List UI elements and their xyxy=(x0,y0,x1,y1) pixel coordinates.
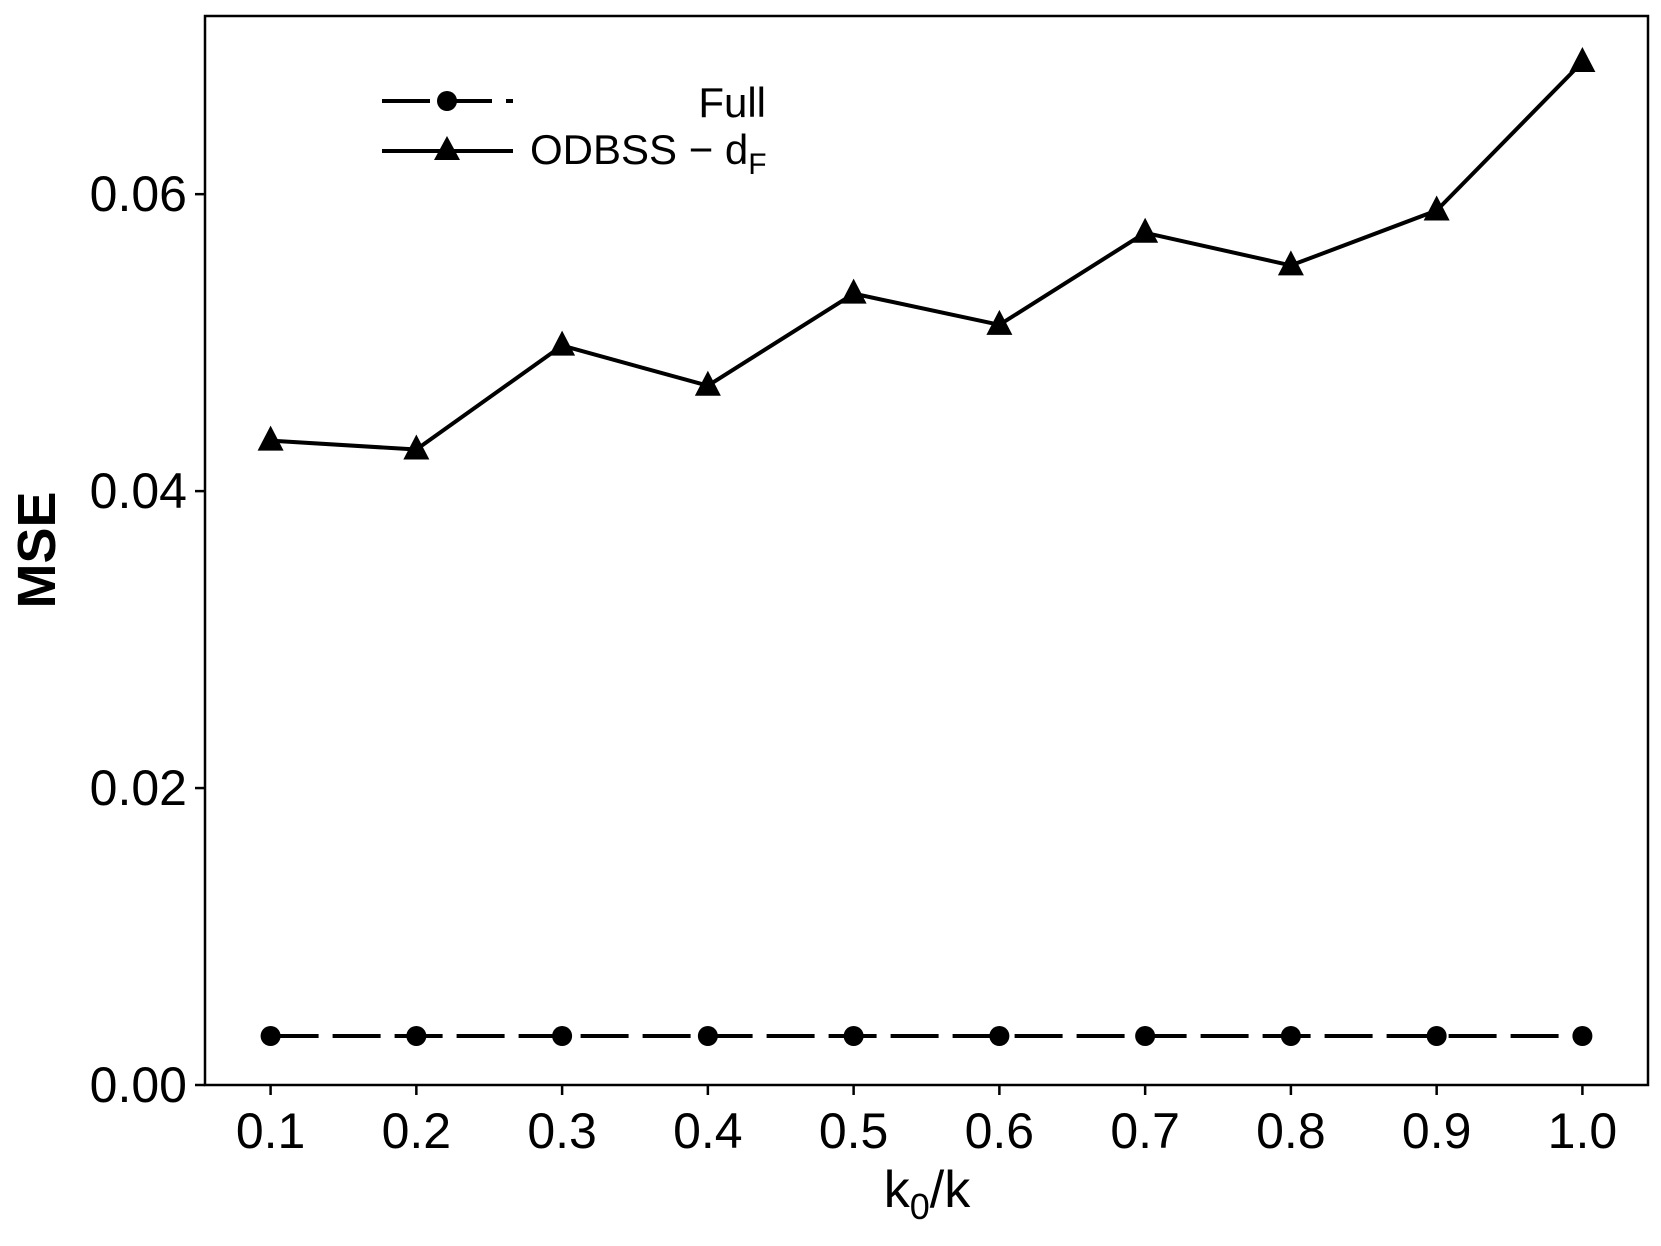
series-layer xyxy=(257,47,1596,1047)
x-tick-label: 0.1 xyxy=(236,1103,306,1159)
data-point-triangle xyxy=(1423,195,1450,221)
data-point-triangle xyxy=(549,330,576,356)
data-point-triangle xyxy=(986,309,1013,335)
data-point-circle xyxy=(1280,1026,1301,1047)
legend: Full ODBSS − dF xyxy=(382,79,767,181)
data-point-circle xyxy=(1135,1026,1156,1047)
data-point-triangle xyxy=(1132,217,1159,243)
y-tick-label: 0.04 xyxy=(90,463,187,519)
x-tick-label: 0.9 xyxy=(1402,1103,1472,1159)
data-point-circle xyxy=(989,1026,1010,1047)
x-axis-title-rest: /k xyxy=(930,1161,971,1219)
legend-item-odbss: ODBSS − dF xyxy=(382,126,767,181)
data-point-circle xyxy=(1426,1026,1447,1047)
data-point-circle xyxy=(260,1026,281,1047)
x-axis-title-k: k xyxy=(884,1161,911,1219)
data-point-circle xyxy=(406,1026,427,1047)
series-line-odbss xyxy=(270,60,1584,452)
x-tick-label: 0.8 xyxy=(1256,1103,1326,1159)
legend-label-odbss-main: ODBSS − d xyxy=(530,126,748,173)
data-point-triangle xyxy=(694,370,721,396)
y-tick-label: 0.02 xyxy=(90,760,187,816)
data-point-circle xyxy=(1572,1026,1593,1047)
x-tick-label: 0.5 xyxy=(819,1103,889,1159)
legend-marker-triangle xyxy=(434,136,460,160)
x-axis-title: k0/k xyxy=(884,1161,971,1227)
data-point-circle xyxy=(552,1026,573,1047)
y-tick-label: 0.06 xyxy=(90,166,187,222)
legend-label-full: Full xyxy=(698,79,766,126)
data-point-circle xyxy=(843,1026,864,1047)
data-point-triangle xyxy=(840,278,867,304)
data-point-circle xyxy=(697,1026,718,1047)
x-tick-label: 0.2 xyxy=(382,1103,452,1159)
data-point-triangle xyxy=(403,434,430,460)
y-tick-label: 0.00 xyxy=(90,1057,187,1113)
plot-panel-border xyxy=(203,14,1650,1087)
legend-label-odbss-subscript: F xyxy=(748,148,766,181)
x-axis-title-subscript: 0 xyxy=(910,1186,930,1227)
data-point-triangle xyxy=(1569,47,1596,73)
y-axis-ticks: 0.00 0.02 0.04 0.06 xyxy=(90,166,205,1113)
x-tick-label: 0.3 xyxy=(527,1103,597,1159)
x-tick-label: 0.6 xyxy=(965,1103,1035,1159)
y-axis-title: MSE xyxy=(7,491,67,608)
legend-label-odbss: ODBSS − dF xyxy=(530,126,767,181)
x-tick-label: 1.0 xyxy=(1548,1103,1618,1159)
x-tick-label: 0.4 xyxy=(673,1103,743,1159)
legend-item-full: Full xyxy=(382,79,766,126)
data-point-triangle xyxy=(1277,250,1304,276)
x-axis-ticks: 0.1 0.2 0.3 0.4 0.5 0.6 0.7 0.8 0.9 1.0 xyxy=(236,1085,1617,1159)
data-point-triangle xyxy=(257,425,284,451)
x-tick-label: 0.7 xyxy=(1110,1103,1180,1159)
legend-marker-circle xyxy=(437,91,457,111)
